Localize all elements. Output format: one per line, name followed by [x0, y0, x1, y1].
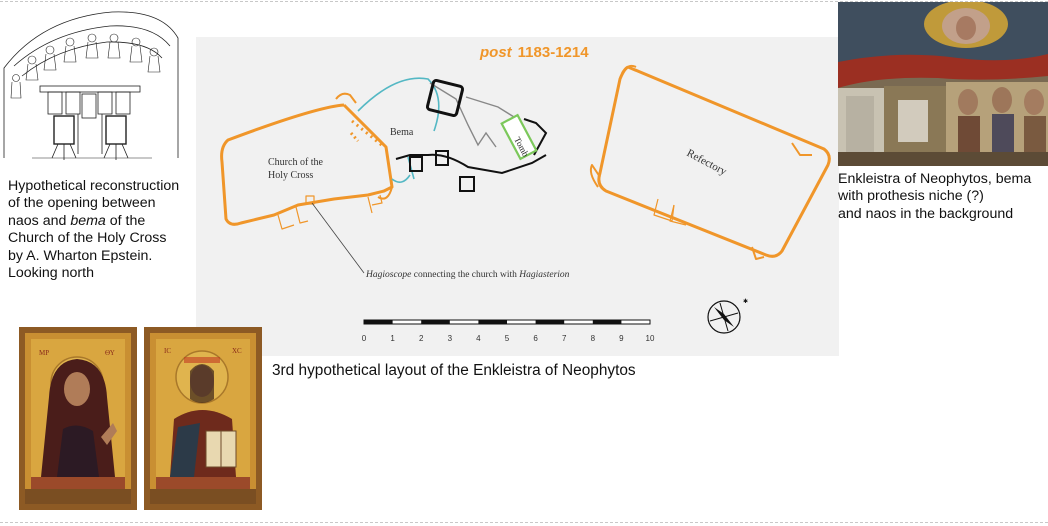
scale-tick-label: 10 — [646, 334, 655, 343]
refectory-label: Refectory — [685, 147, 729, 178]
tomb-rect — [500, 113, 538, 161]
svg-text:ΘΥ: ΘΥ — [105, 349, 115, 357]
sketch-caption-line: naos and bema of the — [8, 213, 208, 230]
plan-title-post: post — [479, 44, 513, 61]
church-label: Church of the — [268, 157, 324, 168]
compass-icon: ✱ — [707, 298, 748, 334]
photo-caption-line: with prothesis niche (?) — [838, 188, 984, 205]
floor-plan: post 1183-1214 — [196, 37, 839, 356]
refectory-outline — [589, 64, 831, 260]
tomb-area-walls — [395, 78, 548, 192]
sketch-caption-line: Church of the Holy Cross — [8, 230, 167, 247]
scale-tick-label: 2 — [419, 334, 424, 343]
photo-caption-line: and naos in the background — [838, 205, 1014, 222]
scale-tick-label: 1 — [390, 334, 395, 343]
caption-italic-text: bema — [70, 212, 106, 229]
caption-text: naos and — [8, 212, 71, 229]
bema-label: Bema — [390, 127, 414, 138]
virgin-icon-painting: MP ΘΥ — [19, 327, 137, 510]
top-divider — [0, 1, 1048, 2]
svg-text:✱: ✱ — [743, 298, 748, 305]
sketch-caption-line: of the opening between — [8, 195, 156, 212]
svg-text:MP: MP — [39, 349, 49, 357]
plan-caption: 3rd hypothetical layout of the Enkleistr… — [272, 362, 636, 379]
svg-text:IC: IC — [164, 347, 171, 355]
hagioscope-label: Hagioscope connecting the church with Ha… — [365, 270, 570, 280]
scale-tick-label: 6 — [533, 334, 538, 343]
plan-title: post 1183-1214 — [479, 44, 589, 61]
sketch-caption-line: Looking north — [8, 265, 94, 282]
caption-text: of the — [105, 212, 146, 229]
christ-icon-painting: IC XC — [144, 327, 262, 510]
hagioscope-leader-line — [311, 202, 365, 274]
sketch-caption-line: by A. Wharton Epstein. — [8, 247, 153, 264]
plan-title-dates: 1183-1214 — [518, 44, 590, 61]
hagioscope-text: connecting the church with — [411, 270, 519, 280]
scale-tick-label: 8 — [591, 334, 596, 343]
photo-caption-line: Enkleistra of Neophytos, bema — [838, 171, 1032, 187]
iconostasis-sketch — [2, 8, 180, 166]
hagiasterion-word: Hagiasterion — [518, 270, 569, 280]
hagioscope-word: Hagioscope — [365, 270, 411, 280]
scale-tick-label: 5 — [505, 334, 510, 343]
bema-photo — [838, 2, 1048, 166]
bottom-divider — [0, 522, 1048, 523]
scale-tick-label: 7 — [562, 334, 567, 343]
church-label: Holy Cross — [268, 170, 313, 181]
church-outline — [220, 92, 394, 230]
sketch-caption-line: Hypothetical reconstruction — [8, 178, 180, 194]
svg-text:XC: XC — [232, 347, 242, 355]
scale-bar: 0 1 2 3 4 5 6 7 8 9 10 — [362, 319, 655, 343]
scale-tick-label: 0 — [362, 334, 367, 343]
photo-caption: Enkleistra of Neophytos, bema with proth… — [838, 171, 1048, 223]
scale-tick-label: 9 — [619, 334, 624, 343]
scale-tick-label: 3 — [448, 334, 453, 343]
sketch-caption: Hypothetical reconstruction of the openi… — [8, 178, 208, 282]
scale-tick-label: 4 — [476, 334, 481, 343]
